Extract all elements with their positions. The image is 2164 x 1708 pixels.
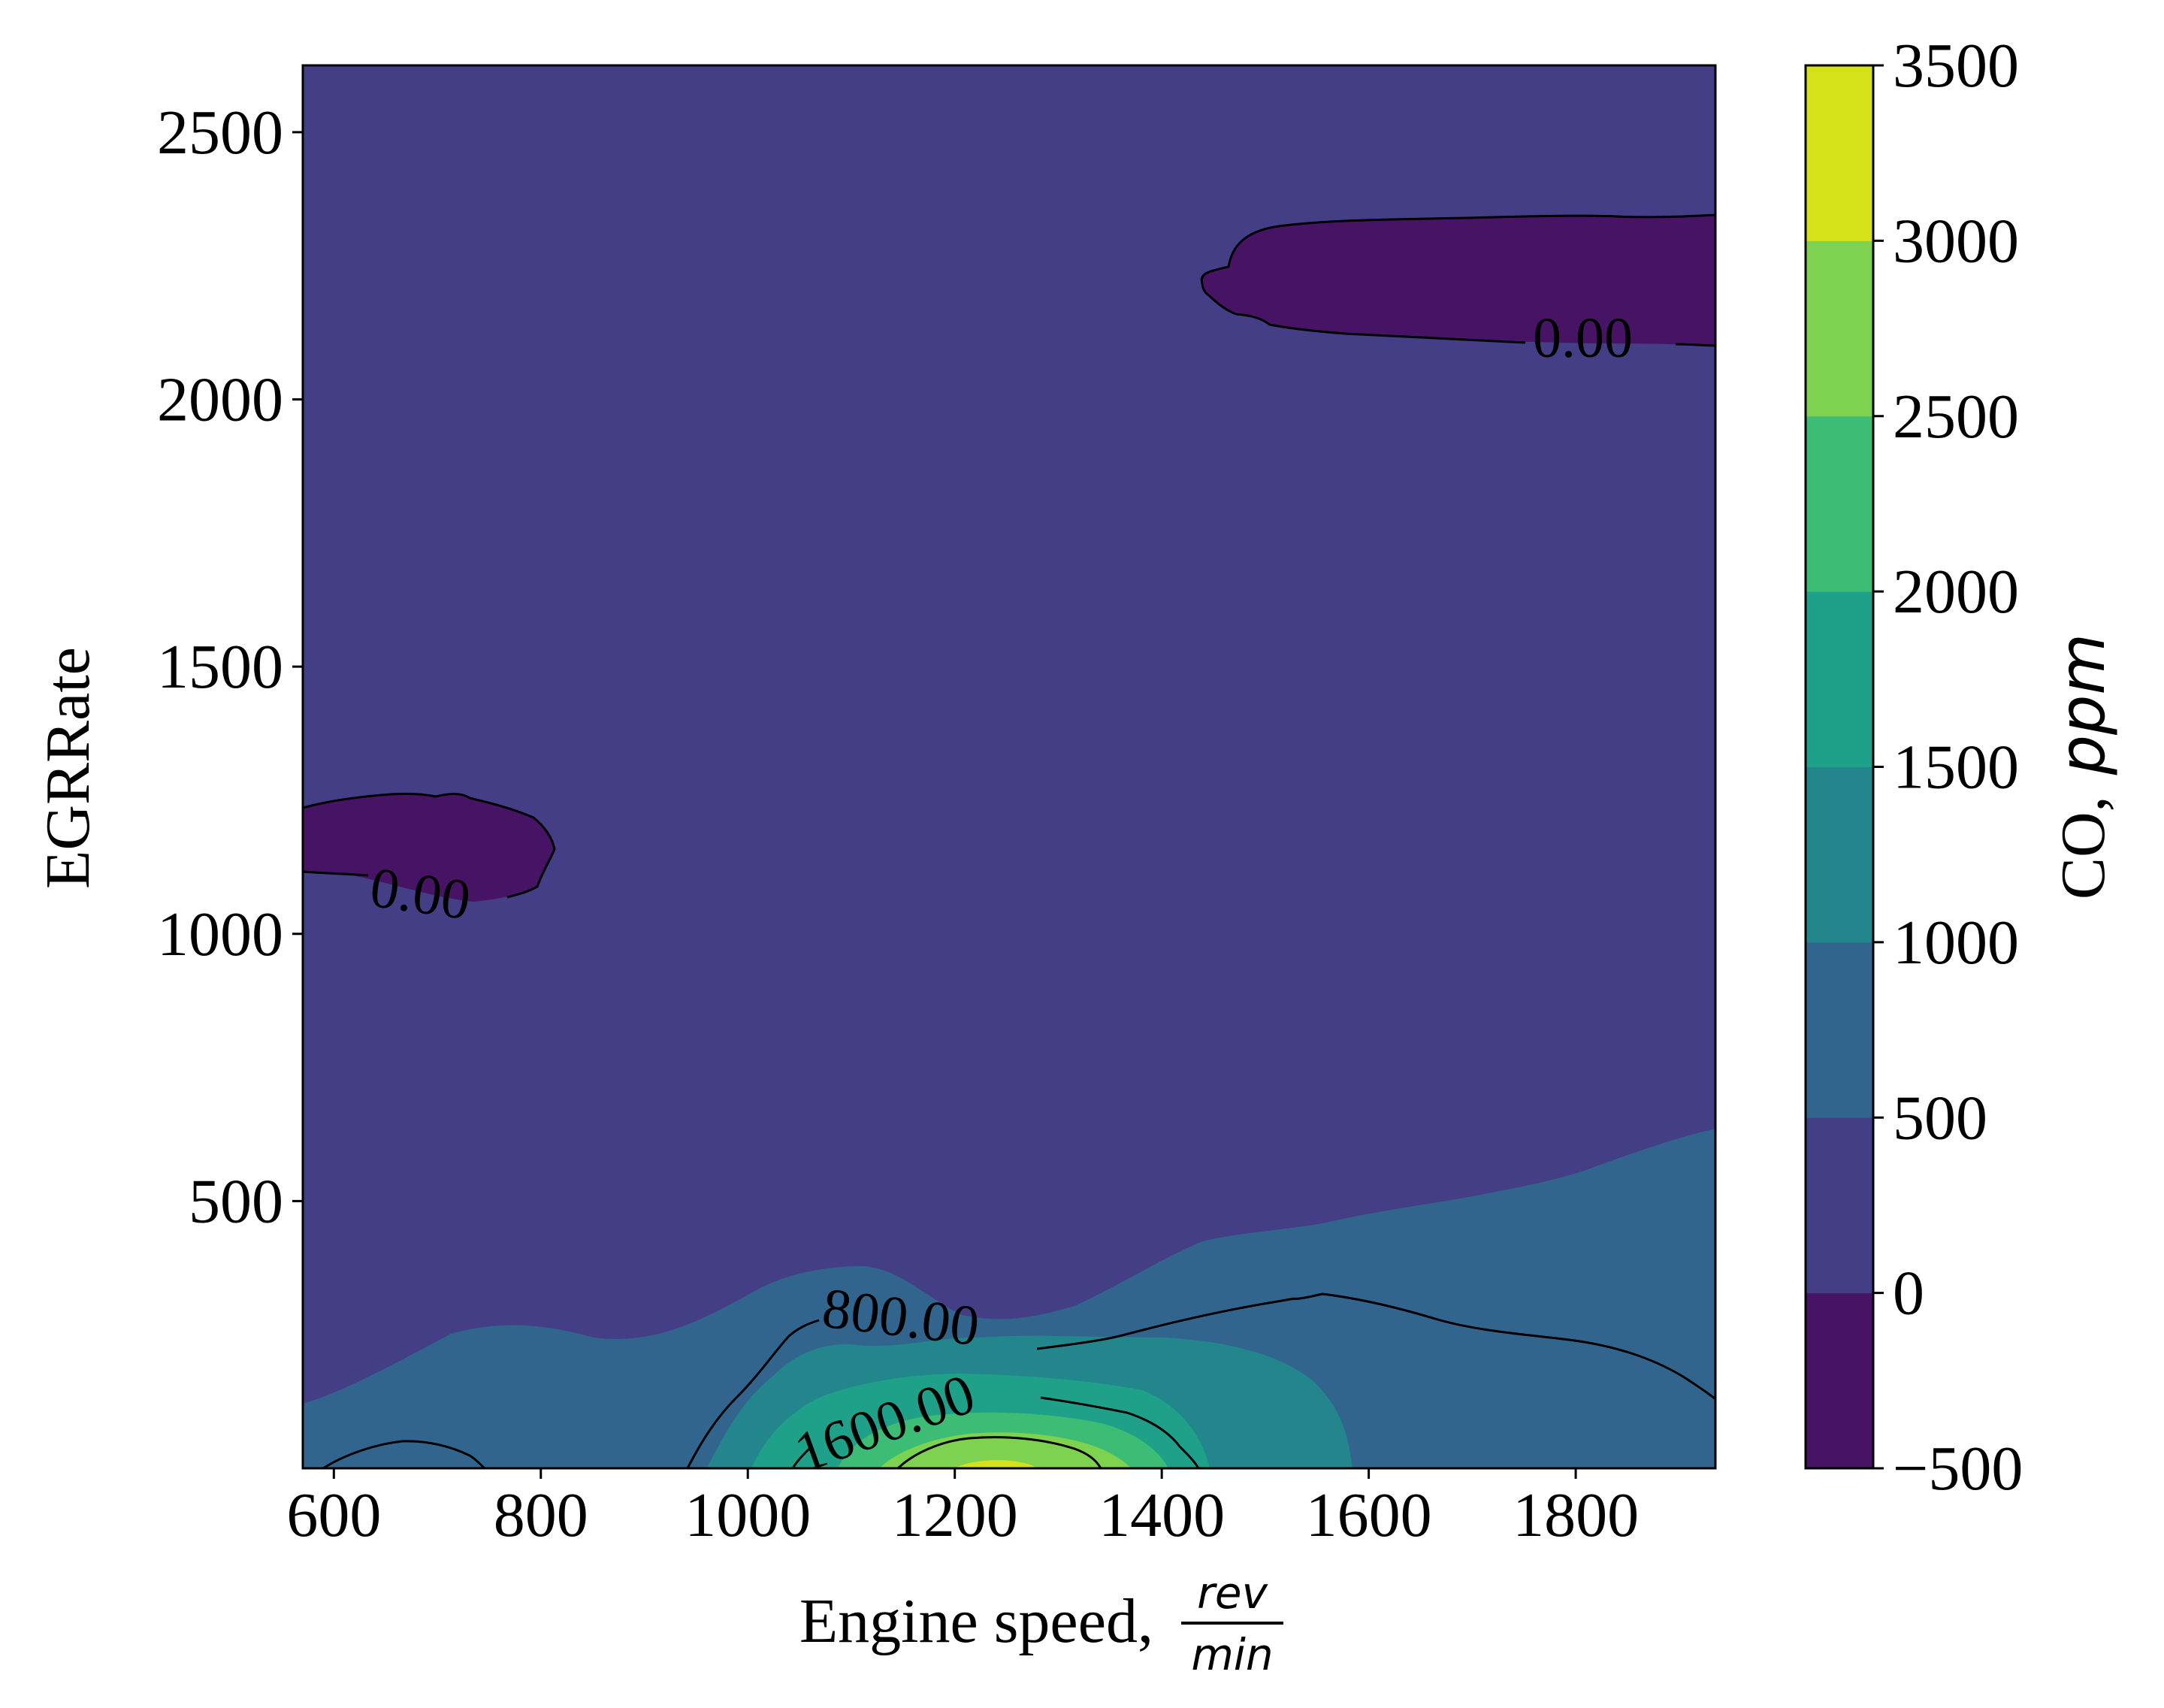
- contour-line-2400: [896, 1436, 1102, 1468]
- colorbar-label-main: CO,: [2048, 796, 2118, 899]
- colorbar-segment: [1806, 240, 1873, 417]
- colorbar-segment: [1806, 1117, 1873, 1294]
- contour-line-800: [686, 1292, 1715, 1468]
- contour-band-below-zero-upper-right: [1201, 215, 1715, 346]
- x-tick-label: 1000: [685, 1480, 811, 1550]
- x-axis-label-text: Engine speed,: [799, 1586, 1153, 1656]
- contour-line-zero-upper-right: [1200, 213, 1715, 347]
- plot-area: 0.00 0.00 800.00 1600.00: [303, 65, 1715, 1468]
- contour-line-1600: [791, 1396, 1200, 1468]
- y-axis-ticks: 500 1000 1500 2000 2500: [157, 98, 303, 1236]
- colorbar-segment: [1806, 65, 1873, 241]
- colorbar-tick-label: 2500: [1893, 382, 2019, 452]
- y-axis-label: EGRRate: [33, 647, 103, 889]
- x-tick-label: 1600: [1306, 1480, 1432, 1550]
- colorbar-tick-label: 500: [1893, 1083, 1987, 1153]
- colorbar-segment: [1806, 416, 1873, 592]
- colorbar-tick-label: −500: [1893, 1434, 2023, 1504]
- x-axis-label-unit-numerator: rev: [1197, 1567, 1269, 1619]
- colorbar-tick-label: 3500: [1893, 31, 2019, 101]
- colorbar-segment: [1806, 942, 1873, 1118]
- colorbar-label: CO, ppm: [2045, 633, 2119, 899]
- y-tick-label: 2500: [157, 98, 283, 168]
- y-tick-label: 1500: [157, 632, 283, 702]
- colorbar-tick-label: 1000: [1893, 908, 2019, 978]
- x-tick-label: 1400: [1099, 1480, 1225, 1550]
- colorbar-label-text: CO, ppm: [2045, 633, 2119, 899]
- contour-band-2500-3000: [879, 1432, 1131, 1468]
- plot-frame: [301, 64, 1717, 1470]
- colorbar-ticks: −500 0 500 1000 1500 2000 2500 3000 3500: [1873, 31, 2023, 1504]
- contour-band-500-1000: [303, 1129, 1715, 1468]
- colorbar-label-unit: ppm: [2045, 633, 2119, 775]
- y-tick-label: 1000: [157, 899, 283, 969]
- x-tick-label: 1200: [892, 1480, 1018, 1550]
- colorbar-segment: [1806, 591, 1873, 767]
- colorbar-tick-label: 3000: [1893, 206, 2019, 276]
- contour-label-0-upper: 0.00: [1533, 307, 1633, 370]
- colorbar-segment: [1806, 1292, 1873, 1469]
- x-axis-label-unit-denominator: min: [1191, 1629, 1273, 1680]
- contour-lines: [303, 213, 1715, 1468]
- y-tick-label: 2000: [157, 365, 283, 435]
- colorbar-tick-label: 1500: [1893, 733, 2019, 803]
- x-tick-label: 1800: [1513, 1480, 1639, 1550]
- x-axis-label: Engine speed, rev min: [799, 1567, 1283, 1680]
- contour-line-800-left: [322, 1440, 485, 1468]
- colorbar: [1804, 64, 1875, 1470]
- y-tick-label: 500: [189, 1166, 283, 1236]
- colorbar-segment: [1806, 766, 1873, 943]
- contour-line-zero-left: [303, 792, 556, 899]
- x-tick-label: 800: [494, 1480, 588, 1550]
- colorbar-tick-label: 0: [1893, 1259, 1924, 1329]
- x-axis-ticks: 600 800 1000 1200 1400 1600 1800: [286, 1468, 1639, 1550]
- colorbar-tick-label: 2000: [1893, 557, 2019, 627]
- x-tick-label: 600: [286, 1480, 381, 1550]
- contour-label-0-left: 0.00: [367, 856, 474, 933]
- contour-band-3000-3500: [954, 1460, 1037, 1468]
